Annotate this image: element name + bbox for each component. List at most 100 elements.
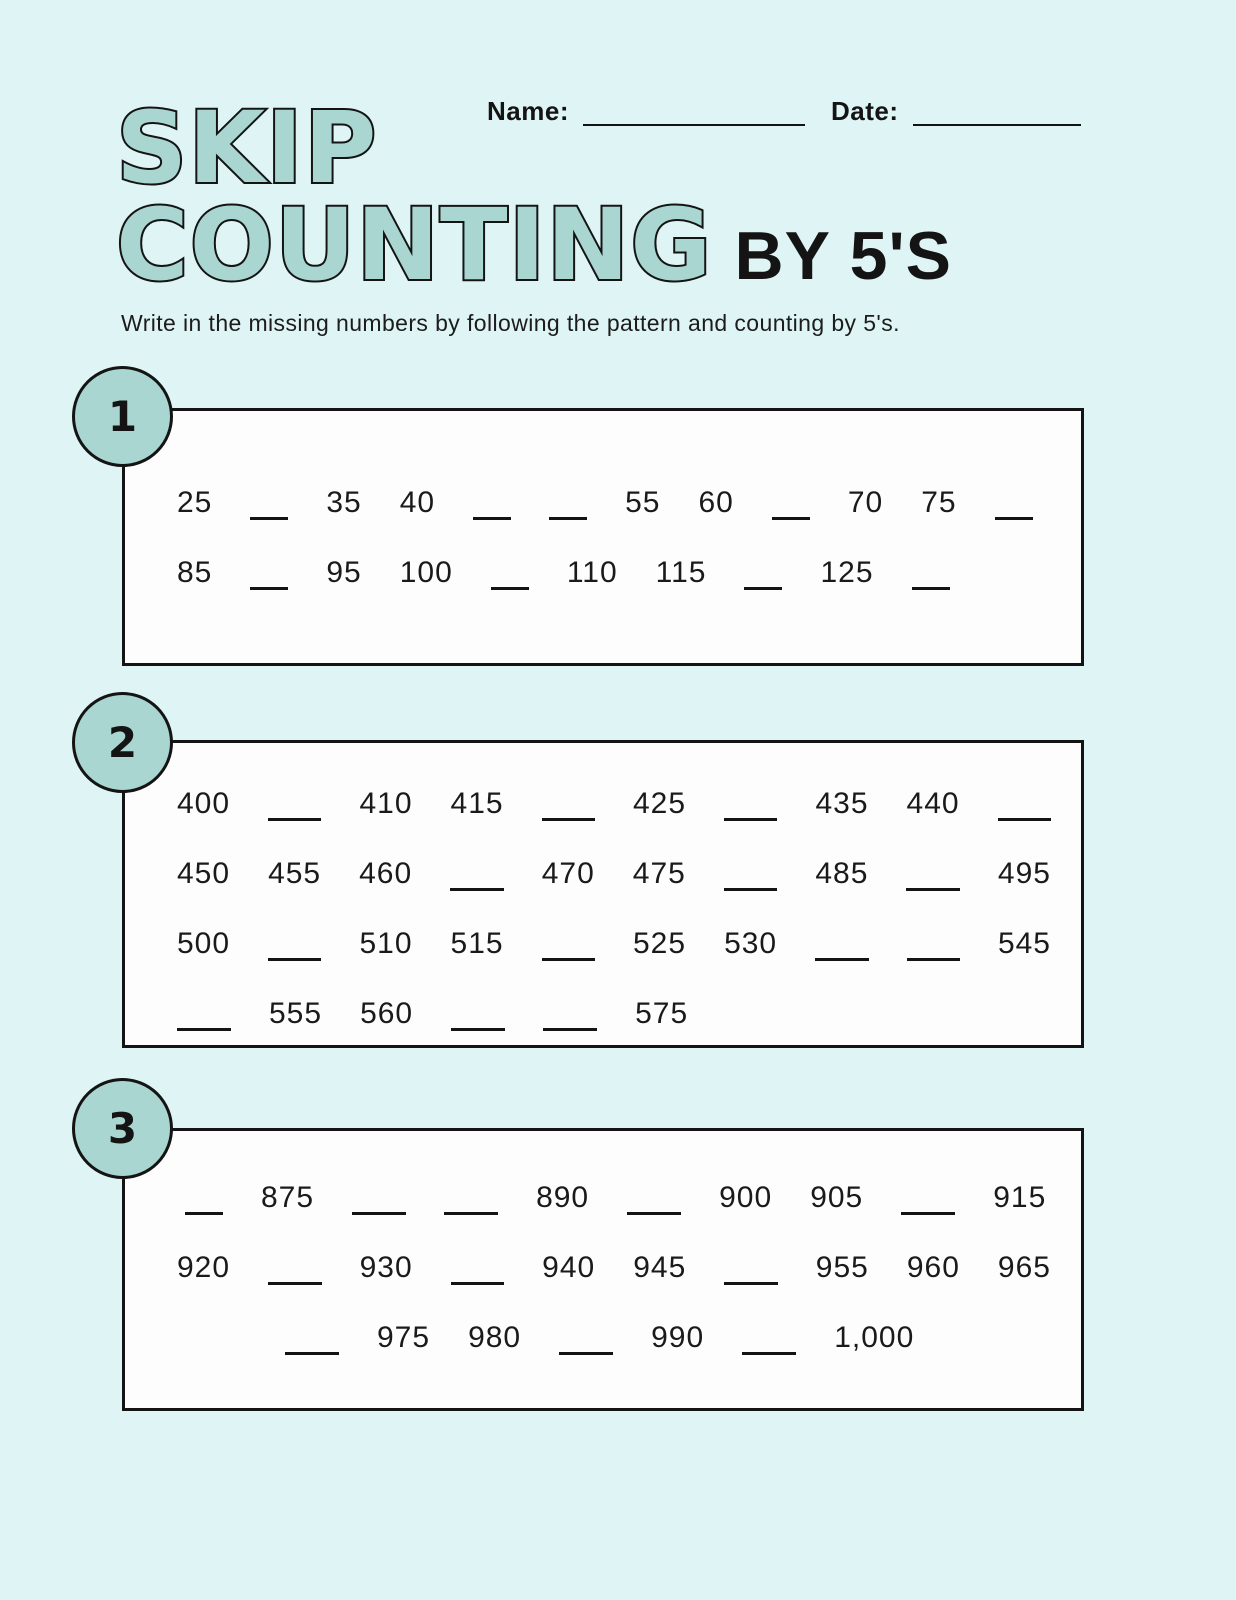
section-2-badge: 2 bbox=[72, 692, 173, 793]
answer-blank[interactable] bbox=[997, 818, 1051, 821]
number-cell: 915 bbox=[993, 1181, 1047, 1214]
answer-blank[interactable] bbox=[549, 517, 588, 520]
answer-blank[interactable] bbox=[451, 1028, 506, 1031]
number-cell: 945 bbox=[633, 1251, 687, 1284]
number-cell: 905 bbox=[810, 1181, 864, 1214]
answer-blank[interactable] bbox=[543, 1028, 598, 1031]
answer-blank[interactable] bbox=[177, 1028, 231, 1031]
answer-blank[interactable] bbox=[268, 1282, 322, 1285]
answer-blank[interactable] bbox=[444, 1212, 499, 1215]
answer-blank[interactable] bbox=[450, 888, 504, 891]
number-cell: 475 bbox=[632, 857, 686, 890]
answer-blank[interactable] bbox=[541, 958, 595, 961]
answer-blank[interactable] bbox=[250, 517, 289, 520]
number-cell: 875 bbox=[261, 1181, 315, 1214]
number-cell: 460 bbox=[359, 857, 413, 890]
number-cell: 990 bbox=[651, 1321, 705, 1354]
instruction-text: Write in the missing numbers by followin… bbox=[121, 310, 900, 336]
answer-blank[interactable] bbox=[450, 1282, 505, 1285]
answer-blank[interactable] bbox=[268, 958, 322, 961]
number-cell: 530 bbox=[724, 927, 778, 960]
number-cell: 920 bbox=[177, 1251, 231, 1284]
number-cell: 60 bbox=[698, 486, 734, 519]
number-cell: 515 bbox=[450, 927, 504, 960]
number-row: 875 890 900 905 915 bbox=[185, 1179, 1051, 1217]
number-cell: 455 bbox=[268, 857, 322, 890]
number-cell: 410 bbox=[359, 787, 413, 820]
answer-blank[interactable] bbox=[724, 818, 778, 821]
number-cell: 70 bbox=[847, 486, 884, 519]
name-fill-line[interactable] bbox=[582, 124, 805, 126]
number-cell: 980 bbox=[468, 1321, 522, 1354]
answer-blank[interactable] bbox=[185, 1212, 223, 1215]
number-cell: 1,000 bbox=[834, 1321, 915, 1354]
answer-blank[interactable] bbox=[724, 1282, 778, 1285]
number-cell: 110 bbox=[566, 556, 618, 589]
answer-blank[interactable] bbox=[490, 587, 529, 590]
answer-blank[interactable] bbox=[285, 1352, 339, 1355]
number-cell: 435 bbox=[815, 787, 869, 820]
number-cell: 415 bbox=[450, 787, 504, 820]
section-3-number: 3 bbox=[107, 1104, 138, 1153]
number-cell: 25 bbox=[177, 486, 213, 519]
number-cell: 450 bbox=[177, 857, 231, 890]
answer-blank[interactable] bbox=[250, 587, 289, 590]
number-row: 400 410 415 425 435 440 bbox=[177, 785, 1051, 823]
number-cell: 95 bbox=[326, 556, 362, 589]
answer-blank[interactable] bbox=[906, 958, 960, 961]
number-row: 975 980 990 1,000 bbox=[285, 1319, 1051, 1357]
answer-blank[interactable] bbox=[268, 818, 322, 821]
answer-blank[interactable] bbox=[906, 888, 960, 891]
number-cell: 100 bbox=[399, 556, 453, 589]
section-1-number: 1 bbox=[107, 392, 138, 441]
answer-blank[interactable] bbox=[627, 1212, 682, 1215]
number-cell: 440 bbox=[906, 787, 960, 820]
answer-blank[interactable] bbox=[901, 1212, 956, 1215]
answer-blank[interactable] bbox=[352, 1212, 407, 1215]
answer-blank[interactable] bbox=[473, 517, 512, 520]
number-cell: 560 bbox=[360, 997, 414, 1030]
number-cell: 900 bbox=[719, 1181, 773, 1214]
number-cell: 400 bbox=[177, 787, 231, 820]
answer-blank[interactable] bbox=[815, 958, 869, 961]
number-cell: 425 bbox=[633, 787, 687, 820]
answer-blank[interactable] bbox=[742, 1352, 797, 1355]
number-cell: 890 bbox=[536, 1181, 590, 1214]
number-cell: 125 bbox=[820, 556, 874, 589]
number-row: 85 95 100 110 115 125 bbox=[177, 554, 1051, 592]
number-cell: 975 bbox=[377, 1321, 431, 1354]
number-cell: 55 bbox=[625, 486, 661, 519]
number-cell: 940 bbox=[542, 1251, 596, 1284]
title-suffix: BY 5'S bbox=[734, 218, 953, 295]
answer-blank[interactable] bbox=[994, 517, 1033, 520]
worksheet-title: SKIP COUNTING BY 5'S bbox=[114, 97, 953, 297]
number-row: 25 35 40 55 60 70 75 bbox=[177, 484, 1051, 522]
number-cell: 965 bbox=[997, 1251, 1051, 1284]
answer-blank[interactable] bbox=[559, 1352, 614, 1355]
number-row: 555 560 575 bbox=[177, 995, 1051, 1033]
section-1-box: 25 35 40 55 60 70 75 85 95 100 110 115 125 bbox=[122, 408, 1084, 666]
number-cell: 575 bbox=[635, 997, 689, 1030]
date-label: Date: bbox=[830, 96, 899, 126]
number-row: 450 455 460 470 475 485 495 bbox=[177, 855, 1051, 893]
answer-blank[interactable] bbox=[911, 587, 950, 590]
section-3-box: 875 890 900 905 915 920 930 940 945 955 960 965 975 9… bbox=[122, 1128, 1084, 1411]
number-cell: 525 bbox=[633, 927, 687, 960]
date-fill-line[interactable] bbox=[912, 124, 1081, 126]
answer-blank[interactable] bbox=[723, 888, 778, 891]
number-cell: 470 bbox=[541, 857, 595, 890]
number-cell: 930 bbox=[359, 1251, 413, 1284]
number-cell: 115 bbox=[655, 556, 707, 589]
answer-blank[interactable] bbox=[771, 517, 810, 520]
section-2-number: 2 bbox=[107, 718, 138, 767]
number-cell: 75 bbox=[921, 486, 957, 519]
name-label: Name: bbox=[487, 96, 569, 126]
number-cell: 555 bbox=[269, 997, 323, 1030]
number-cell: 35 bbox=[326, 486, 362, 519]
answer-blank[interactable] bbox=[744, 587, 783, 590]
number-row: 920 930 940 945 955 960 965 bbox=[177, 1249, 1051, 1287]
answer-blank[interactable] bbox=[541, 818, 595, 821]
number-cell: 40 bbox=[399, 486, 436, 519]
number-cell: 500 bbox=[177, 927, 231, 960]
